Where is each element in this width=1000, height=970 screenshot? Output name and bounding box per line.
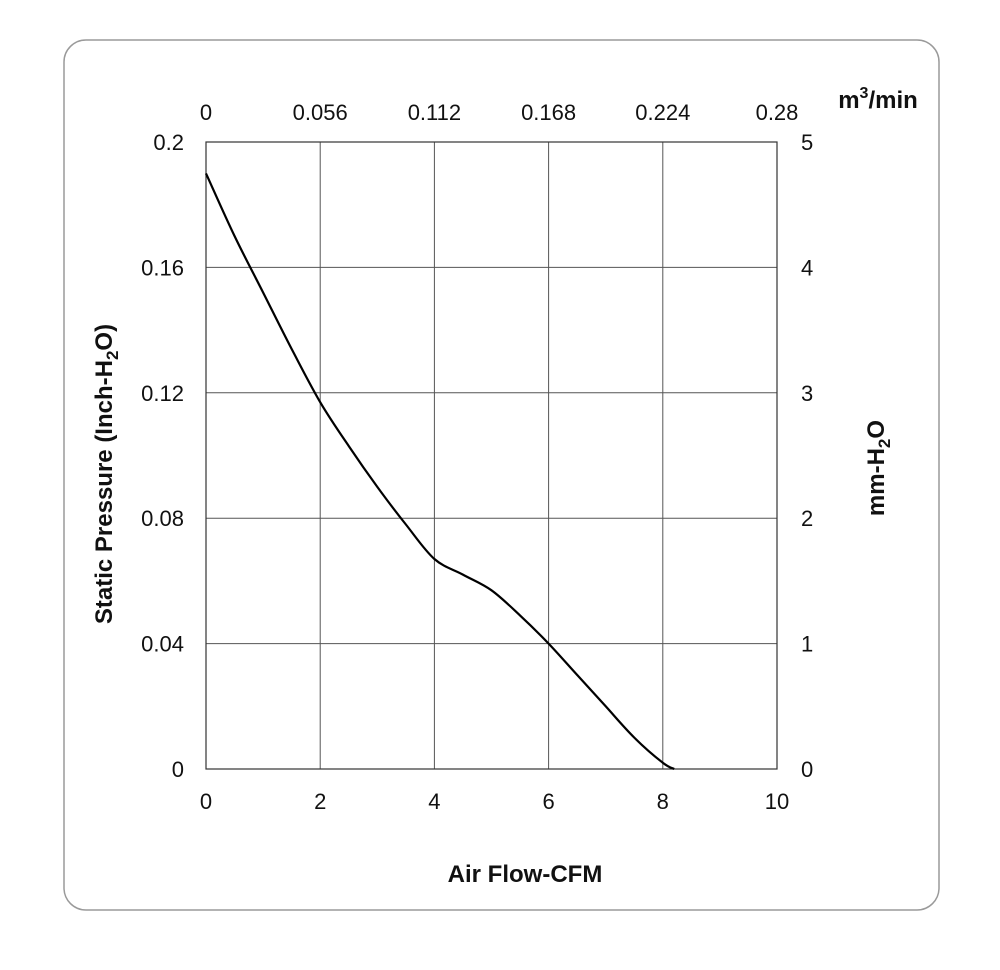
left-tick-label: 0.2 xyxy=(153,130,184,155)
left-tick-label: 0.04 xyxy=(141,632,184,657)
right-tick-label: 4 xyxy=(801,255,813,280)
series-line xyxy=(205,172,675,771)
right-tick-label: 5 xyxy=(801,130,813,155)
left-tick-label: 0.12 xyxy=(141,381,184,406)
top-tick-label: 0.28 xyxy=(756,100,799,125)
top-tick-label: 0 xyxy=(200,100,212,125)
x-axis-title: Air Flow-CFM xyxy=(448,861,603,888)
right-axis-ticks: 0 1 2 3 4 5 xyxy=(801,130,813,782)
x-tick-label: 8 xyxy=(657,789,669,814)
x-axis-ticks: 0 2 4 6 8 10 xyxy=(200,789,789,814)
left-tick-label: 0.08 xyxy=(141,506,184,531)
right-axis-title: mm-H2O xyxy=(863,420,894,516)
top-axis-ticks: 0 0.056 0.112 0.168 0.224 0.28 xyxy=(200,100,799,125)
left-axis-title: Static Pressure (Inch-H2O) xyxy=(91,324,122,624)
top-tick-label: 0.112 xyxy=(408,100,461,125)
left-tick-label: 0 xyxy=(172,757,184,782)
left-axis-ticks: 0 0.04 0.08 0.12 0.16 0.2 xyxy=(141,130,184,782)
plot-border xyxy=(205,141,778,770)
x-tick-label: 4 xyxy=(428,789,440,814)
right-tick-label: 1 xyxy=(801,632,813,657)
grid-lines xyxy=(206,142,777,769)
x-tick-label: 6 xyxy=(542,789,554,814)
right-tick-label: 0 xyxy=(801,757,813,782)
x-tick-label: 2 xyxy=(314,789,326,814)
chart-frame xyxy=(63,39,940,911)
x-tick-label: 0 xyxy=(200,789,212,814)
right-tick-label: 3 xyxy=(801,381,813,406)
top-axis-title: m3/min xyxy=(838,85,918,114)
right-tick-label: 2 xyxy=(801,506,813,531)
top-tick-label: 0.056 xyxy=(293,100,348,125)
top-tick-label: 0.168 xyxy=(521,100,576,125)
left-tick-label: 0.16 xyxy=(141,255,184,280)
top-tick-label: 0.224 xyxy=(635,100,690,125)
x-tick-label: 10 xyxy=(765,789,789,814)
